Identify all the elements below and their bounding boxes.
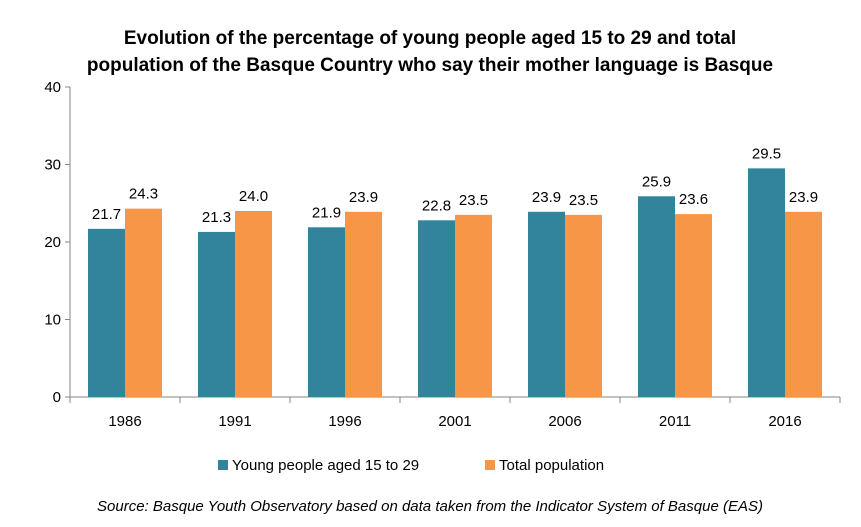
bar-total-1991 [235, 211, 272, 397]
y-tick-label: 0 [53, 389, 61, 406]
bar-total-1996 [345, 211, 382, 397]
y-tick-label: 20 [44, 234, 61, 251]
bar-total-2011 [675, 214, 712, 397]
data-label-total-1991: 24.0 [239, 188, 268, 205]
x-axis-ticks: 1986 1991 1996 2001 2006 2011 2016 [69, 397, 841, 430]
data-label-total-2006: 23.5 [569, 192, 598, 209]
bar-total-1986 [125, 208, 162, 397]
bar-young-1996 [308, 227, 345, 397]
y-axis-ticks: 0 10 20 30 40 [44, 79, 70, 406]
bar-young-2001 [418, 220, 455, 397]
chart-title-line-1: Evolution of the percentage of young peo… [124, 28, 736, 49]
bar-young-2016 [748, 168, 785, 397]
chart-title-line-2: population of the Basque Country who say… [87, 55, 773, 76]
data-label-total-2001: 23.5 [459, 192, 488, 209]
data-label-young-1996: 21.9 [312, 204, 341, 221]
data-labels: 21.7 21.3 21.9 22.8 23.9 25.9 29.5 24.3 24.0 23.9… [92, 145, 818, 226]
data-label-total-1986: 24.3 [129, 186, 158, 203]
bar-young-2006 [528, 211, 565, 397]
bar-young-1991 [198, 231, 235, 397]
x-tick-label: 2001 [438, 413, 471, 430]
x-tick-label: 1996 [328, 413, 361, 430]
data-label-total-2011: 23.6 [679, 191, 708, 208]
data-label-young-2011: 25.9 [642, 173, 671, 190]
x-tick-label: 2011 [659, 413, 691, 430]
plot-area: 0 10 20 30 40 1986 1991 1996 2001 2006 2011 2016 2… [44, 79, 841, 430]
y-tick-label: 40 [44, 79, 61, 96]
data-label-young-1991: 21.3 [202, 209, 231, 226]
legend-swatch-total [485, 460, 495, 470]
x-tick-label: 2016 [768, 413, 801, 430]
bar-total-2016 [785, 211, 822, 397]
legend-swatch-young [218, 460, 228, 470]
x-tick-label: 1986 [108, 413, 141, 430]
data-label-total-1996: 23.9 [349, 189, 378, 206]
bars [88, 168, 822, 397]
data-label-young-2001: 22.8 [422, 197, 451, 214]
y-tick-label: 10 [44, 312, 61, 329]
data-label-total-2016: 23.9 [789, 189, 818, 206]
bar-total-2006 [565, 214, 602, 397]
chart-title: Evolution of the percentage of young peo… [87, 28, 773, 76]
bar-young-2011 [638, 196, 675, 397]
data-label-young-1986: 21.7 [92, 206, 121, 223]
data-label-young-2006: 23.9 [532, 189, 561, 206]
bar-total-2001 [455, 214, 492, 397]
data-label-young-2016: 29.5 [752, 145, 781, 162]
source-note: Source: Basque Youth Observatory based o… [97, 498, 763, 515]
legend-label-young: Young people aged 15 to 29 [232, 457, 419, 474]
x-tick-label: 2006 [548, 413, 581, 430]
legend: Young people aged 15 to 29 Total populat… [218, 457, 604, 474]
bar-young-1986 [88, 228, 125, 397]
y-tick-label: 30 [44, 157, 61, 174]
x-tick-label: 1991 [218, 413, 251, 430]
legend-label-total: Total population [499, 457, 604, 474]
